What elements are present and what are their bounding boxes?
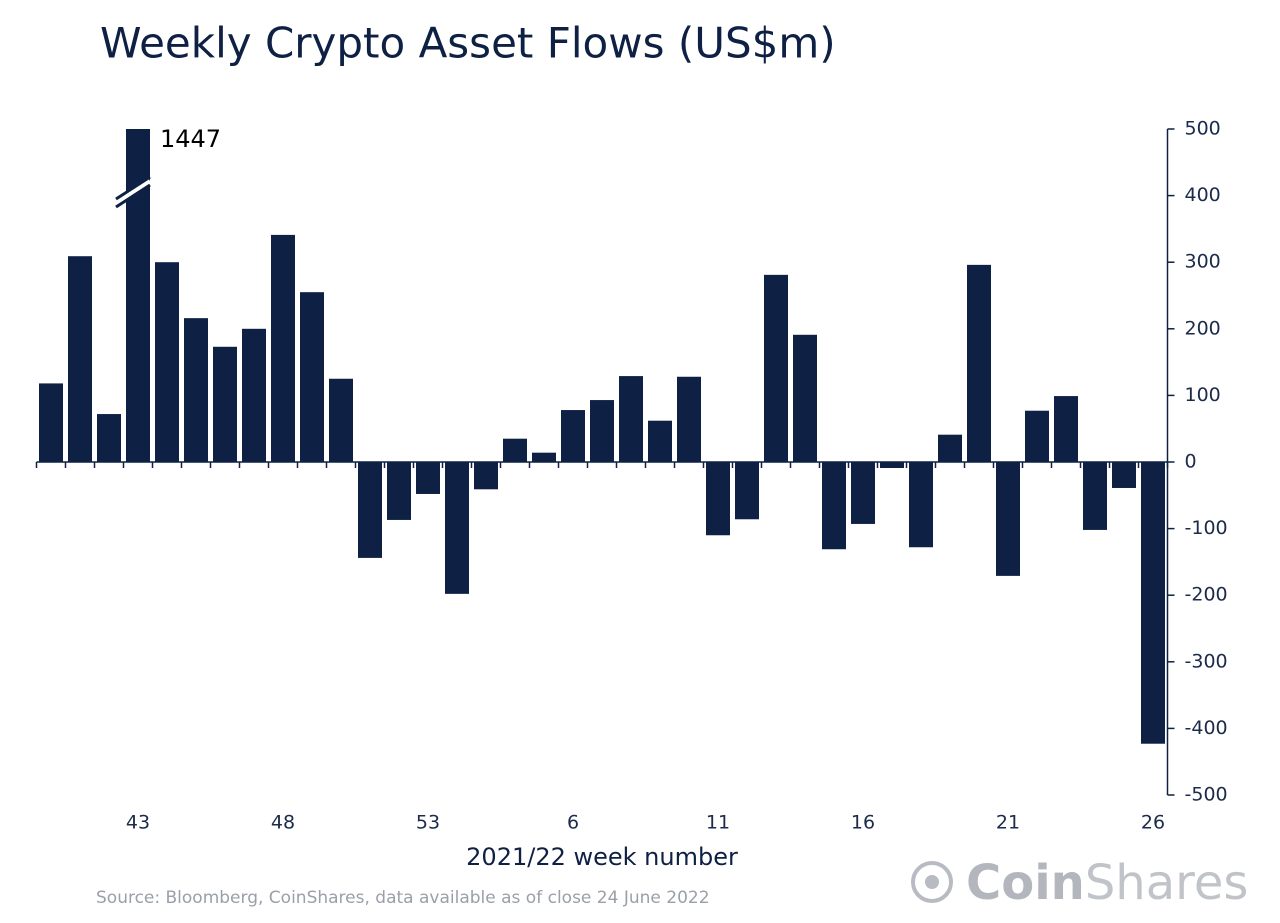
bar	[1083, 462, 1107, 530]
source-note: Source: Bloomberg, CoinShares, data avai…	[96, 888, 710, 908]
logo-icon-dot	[925, 875, 939, 889]
y-tick-label: -500	[1185, 784, 1228, 806]
bar	[68, 256, 92, 462]
y-tick-label: 300	[1185, 251, 1221, 273]
bar	[39, 383, 63, 462]
y-tick-label: 500	[1185, 118, 1221, 140]
axis-break	[113, 177, 153, 207]
bar	[967, 264, 991, 462]
axis-break	[115, 175, 151, 201]
bar	[909, 462, 933, 548]
x-tick-label: 6	[567, 812, 579, 834]
bar	[271, 234, 295, 462]
bar	[677, 376, 701, 462]
y-tick-label: 200	[1185, 317, 1221, 339]
bar	[1025, 410, 1049, 462]
bar	[1112, 462, 1136, 488]
x-tick-label: 53	[416, 812, 440, 834]
bar	[445, 462, 469, 594]
bar	[851, 462, 875, 524]
y-tick-label: 400	[1185, 184, 1221, 206]
bar	[474, 462, 498, 490]
value-label: 1447	[160, 125, 221, 153]
bar	[1054, 396, 1078, 462]
bar	[1141, 462, 1165, 744]
x-tick-label: 21	[996, 812, 1020, 834]
x-tick-label: 26	[1141, 812, 1165, 834]
x-tick-label: 43	[126, 812, 150, 834]
y-tick-label: -200	[1185, 584, 1228, 606]
logo-light: Shares	[1085, 855, 1249, 911]
bar	[996, 462, 1020, 576]
x-axis-label: 2021/22 week number	[466, 843, 738, 871]
y-tick-label: -100	[1185, 517, 1228, 539]
logo-text: CoinShares	[966, 855, 1248, 911]
bar	[706, 462, 730, 536]
bar	[300, 292, 324, 462]
bar	[619, 376, 643, 462]
bar	[648, 420, 672, 462]
x-tick-label: 11	[706, 812, 730, 834]
bar	[358, 462, 382, 558]
bar	[938, 434, 962, 462]
y-tick-label: -300	[1185, 650, 1228, 672]
x-tick-label: 48	[271, 812, 295, 834]
bar	[416, 462, 440, 494]
y-tick-label: -400	[1185, 717, 1228, 739]
bar	[387, 462, 411, 520]
logo-bold: Coin	[966, 855, 1085, 911]
y-tick-label: 100	[1185, 384, 1221, 406]
chart-title: Weekly Crypto Asset Flows (US$m)	[100, 19, 836, 68]
bar	[561, 410, 585, 462]
x-tick-label: 16	[851, 812, 875, 834]
axis-break	[115, 183, 151, 209]
bar	[532, 452, 556, 462]
bar	[590, 400, 614, 462]
bar	[184, 318, 208, 462]
bar	[213, 346, 237, 462]
bar	[155, 262, 179, 462]
y-tick-label: 0	[1185, 451, 1197, 473]
bar	[822, 462, 846, 550]
bar	[764, 274, 788, 462]
bar	[97, 414, 121, 462]
bar	[793, 334, 817, 462]
bar	[242, 328, 266, 462]
bar	[503, 438, 527, 462]
bar	[880, 462, 904, 468]
logo: CoinShares	[911, 855, 1248, 911]
logo-icon	[911, 861, 953, 903]
bar	[735, 462, 759, 520]
bar	[329, 378, 353, 462]
